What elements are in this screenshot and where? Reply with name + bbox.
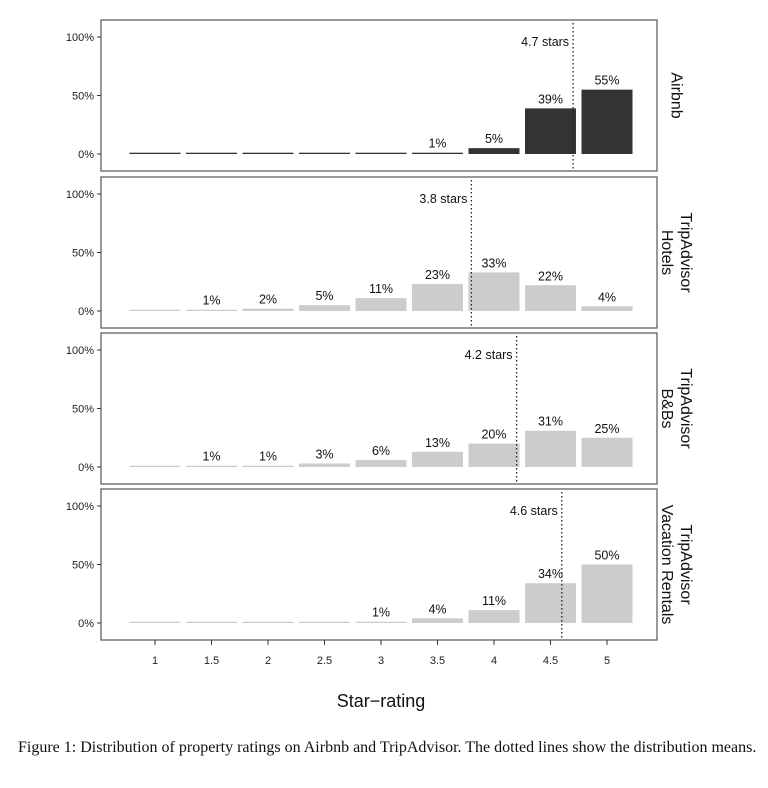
bar: [299, 152, 350, 154]
bar-value-label: 23%: [425, 268, 450, 282]
bar: [355, 621, 407, 623]
bar: [581, 437, 633, 467]
bar: [525, 108, 576, 154]
bar-value-label: 31%: [538, 415, 563, 429]
x-tick-label: 3: [378, 655, 384, 667]
figure-caption: Figure 1: Distribution of property ratin…: [18, 739, 757, 756]
bar: [412, 284, 463, 311]
y-tick-label: 0%: [78, 618, 94, 630]
facet-label: Hotels: [658, 230, 675, 275]
bar: [186, 309, 237, 311]
facet-label: TripAdvisor: [677, 524, 694, 605]
mean-label: 3.8 stars: [419, 192, 467, 206]
y-tick-label: 50%: [72, 248, 94, 260]
y-tick-label: 50%: [72, 560, 94, 572]
y-tick-label: 0%: [78, 462, 94, 474]
y-tick-label: 100%: [66, 501, 94, 513]
y-tick-label: 50%: [72, 404, 94, 416]
x-tick-label: 3.5: [430, 655, 445, 667]
bar: [412, 152, 463, 154]
bar-value-label: 3%: [315, 447, 333, 461]
bar-value-label: 11%: [482, 594, 506, 608]
bar: [525, 583, 576, 623]
x-tick-label: 5: [604, 655, 610, 667]
bar-value-label: 5%: [485, 132, 503, 146]
bar-value-label: 4%: [598, 290, 616, 304]
x-tick-label: 4.5: [543, 655, 558, 667]
bar-value-label: 1%: [259, 450, 277, 464]
bar: [525, 430, 576, 467]
bar-value-label: 11%: [369, 282, 393, 296]
y-tick-label: 0%: [78, 306, 94, 318]
bar-value-label: 5%: [315, 289, 333, 303]
bar: [581, 306, 633, 311]
bar: [129, 309, 181, 311]
bar-value-label: 4%: [428, 602, 446, 616]
mean-label: 4.7 stars: [521, 35, 569, 49]
bar-value-label: 6%: [372, 444, 390, 458]
y-tick-label: 100%: [66, 32, 94, 44]
bar: [299, 305, 350, 311]
bar-value-label: 2%: [259, 293, 277, 307]
bar-value-label: 33%: [481, 256, 506, 270]
bar: [468, 148, 520, 154]
bar: [299, 463, 350, 467]
bar-value-label: 39%: [538, 92, 563, 106]
bar: [299, 621, 350, 623]
x-tick-label: 4: [491, 655, 497, 667]
bar-value-label: 34%: [538, 567, 563, 581]
bar: [242, 152, 294, 154]
bar-value-label: 20%: [481, 428, 506, 442]
bar: [129, 621, 181, 623]
bar: [412, 618, 463, 623]
bar: [468, 443, 520, 467]
bar: [186, 152, 237, 154]
bar-value-label: 1%: [372, 606, 390, 620]
facet-label: TripAdvisor: [677, 212, 694, 293]
y-tick-label: 100%: [66, 189, 94, 201]
bar: [186, 465, 237, 467]
bar: [242, 465, 294, 467]
bar: [242, 308, 294, 311]
x-tick-label: 1: [152, 655, 158, 667]
y-tick-label: 50%: [72, 91, 94, 103]
bar-value-label: 25%: [594, 422, 619, 436]
bar: [581, 564, 633, 623]
bar: [186, 621, 237, 623]
bar: [468, 610, 520, 623]
y-tick-label: 100%: [66, 345, 94, 357]
bar: [525, 285, 576, 311]
facet-label: TripAdvisor: [677, 368, 694, 449]
bar: [355, 152, 407, 154]
bar-value-label: 50%: [594, 549, 619, 563]
x-axis-title: Star−rating: [337, 691, 426, 711]
bar: [129, 152, 181, 154]
facet-label: B&Bs: [658, 388, 675, 428]
facet-label: Airbnb: [668, 72, 685, 118]
bar-value-label: 22%: [538, 269, 563, 283]
bar-value-label: 1%: [202, 294, 220, 308]
bar-value-label: 55%: [594, 74, 619, 88]
x-tick-label: 1.5: [204, 655, 219, 667]
x-tick-label: 2: [265, 655, 271, 667]
y-tick-label: 0%: [78, 149, 94, 161]
mean-label: 4.6 stars: [510, 504, 558, 518]
bar: [355, 459, 407, 467]
bar: [242, 621, 294, 623]
bar-value-label: 1%: [202, 450, 220, 464]
bar: [355, 298, 407, 311]
bar-value-label: 1%: [428, 137, 446, 151]
bar: [129, 465, 181, 467]
bar-value-label: 13%: [425, 436, 450, 450]
bar: [581, 89, 633, 154]
bar: [412, 451, 463, 467]
rating-distribution-chart: 0%50%100%1% 5%39%55%4.7 starsAirbnb0%50%1…: [66, 19, 694, 711]
x-tick-label: 2.5: [317, 655, 332, 667]
bar: [468, 272, 520, 311]
mean-label: 4.2 stars: [465, 348, 513, 362]
facet-label: Vacation Rentals: [658, 505, 675, 625]
